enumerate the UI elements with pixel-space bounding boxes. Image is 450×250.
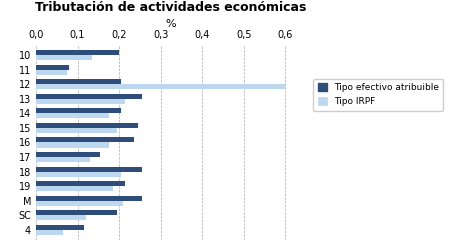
Bar	[36, 99, 125, 104]
Bar	[36, 84, 285, 89]
Bar	[36, 128, 117, 133]
Bar	[36, 142, 109, 148]
Bar	[36, 157, 90, 162]
Bar	[36, 123, 138, 128]
Bar	[36, 114, 109, 118]
Bar	[36, 186, 113, 191]
Title: Tributación de actividades económicas: Tributación de actividades económicas	[35, 1, 307, 14]
Legend: Tipo efectivo atribuible, Tipo IRPF: Tipo efectivo atribuible, Tipo IRPF	[313, 79, 444, 110]
Bar	[36, 55, 92, 60]
Bar	[36, 138, 134, 142]
Bar	[36, 108, 121, 114]
Bar	[36, 152, 100, 157]
Bar	[36, 230, 63, 235]
Bar	[36, 70, 67, 75]
Bar	[36, 65, 69, 70]
Bar	[36, 172, 121, 177]
Bar	[36, 210, 117, 215]
Bar	[36, 181, 125, 186]
Bar	[36, 201, 123, 206]
Bar	[36, 215, 86, 220]
Bar	[36, 50, 119, 55]
Bar	[36, 166, 142, 172]
Bar	[36, 196, 142, 201]
Bar	[36, 79, 121, 84]
Bar	[36, 94, 142, 99]
Bar	[36, 225, 84, 230]
X-axis label: %: %	[166, 19, 176, 29]
